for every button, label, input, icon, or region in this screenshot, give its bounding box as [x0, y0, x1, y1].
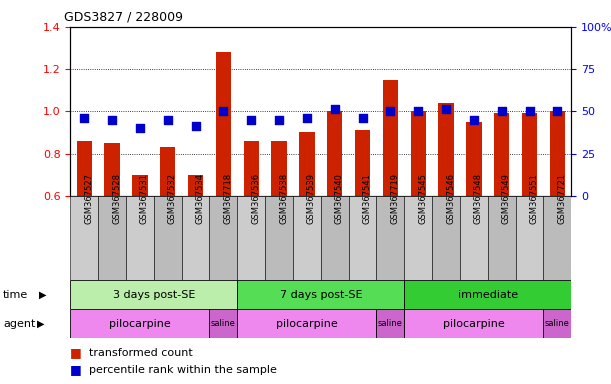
Bar: [70, 280, 237, 309]
Bar: [237, 196, 265, 280]
Point: [413, 108, 423, 114]
Text: 7 days post-SE: 7 days post-SE: [279, 290, 362, 300]
Text: GSM367545: GSM367545: [418, 173, 427, 224]
Point: [441, 106, 451, 112]
Point: [357, 115, 367, 121]
Bar: [355, 131, 370, 196]
Text: GSM367718: GSM367718: [224, 173, 232, 224]
Text: GSM367534: GSM367534: [196, 173, 205, 224]
Text: GSM367539: GSM367539: [307, 173, 316, 224]
Text: GSM367540: GSM367540: [335, 173, 344, 224]
Text: pilocarpine: pilocarpine: [443, 318, 505, 329]
Bar: [154, 196, 181, 280]
Text: GSM367536: GSM367536: [251, 173, 260, 224]
Point: [79, 115, 89, 121]
Text: GSM367532: GSM367532: [167, 173, 177, 224]
Text: GSM367528: GSM367528: [112, 173, 121, 224]
Bar: [376, 196, 404, 280]
Point: [246, 117, 256, 123]
Text: GSM367551: GSM367551: [530, 173, 538, 224]
Text: GSM367719: GSM367719: [390, 173, 400, 224]
Point: [302, 115, 312, 121]
Text: agent: agent: [3, 318, 35, 329]
Bar: [160, 147, 175, 196]
Bar: [438, 103, 454, 196]
Point: [525, 108, 535, 114]
Text: ■: ■: [70, 363, 82, 376]
Point: [219, 108, 229, 114]
Bar: [516, 196, 543, 280]
Bar: [404, 309, 543, 338]
Point: [107, 117, 117, 123]
Point: [552, 108, 562, 114]
Text: transformed count: transformed count: [89, 348, 192, 358]
Text: GSM367527: GSM367527: [84, 173, 93, 224]
Bar: [543, 196, 571, 280]
Point: [330, 106, 340, 112]
Bar: [210, 309, 237, 338]
Bar: [488, 196, 516, 280]
Text: GSM367546: GSM367546: [446, 173, 455, 224]
Bar: [404, 196, 432, 280]
Bar: [432, 196, 460, 280]
Point: [191, 123, 200, 129]
Bar: [98, 196, 126, 280]
Text: saline: saline: [211, 319, 236, 328]
Text: ■: ■: [70, 346, 82, 359]
Bar: [411, 111, 426, 196]
Bar: [104, 143, 120, 196]
Bar: [349, 196, 376, 280]
Bar: [126, 196, 154, 280]
Text: time: time: [3, 290, 28, 300]
Bar: [404, 280, 571, 309]
Bar: [271, 141, 287, 196]
Text: saline: saline: [378, 319, 403, 328]
Text: GSM367541: GSM367541: [362, 173, 371, 224]
Text: pilocarpine: pilocarpine: [276, 318, 338, 329]
Point: [135, 125, 145, 131]
Text: pilocarpine: pilocarpine: [109, 318, 170, 329]
Bar: [327, 111, 342, 196]
Bar: [321, 196, 349, 280]
Bar: [543, 309, 571, 338]
Bar: [382, 80, 398, 196]
Text: GSM367549: GSM367549: [502, 173, 511, 224]
Text: GSM367531: GSM367531: [140, 173, 149, 224]
Text: 3 days post-SE: 3 days post-SE: [112, 290, 195, 300]
Bar: [181, 196, 210, 280]
Point: [274, 117, 284, 123]
Bar: [293, 196, 321, 280]
Bar: [70, 196, 98, 280]
Bar: [494, 114, 510, 196]
Bar: [210, 196, 237, 280]
Point: [469, 117, 479, 123]
Bar: [244, 141, 259, 196]
Text: percentile rank within the sample: percentile rank within the sample: [89, 364, 276, 375]
Text: GSM367548: GSM367548: [474, 173, 483, 224]
Text: ▶: ▶: [37, 318, 44, 329]
Bar: [550, 111, 565, 196]
Text: GSM367538: GSM367538: [279, 173, 288, 224]
Bar: [237, 280, 404, 309]
Bar: [460, 196, 488, 280]
Bar: [265, 196, 293, 280]
Text: saline: saline: [545, 319, 570, 328]
Text: immediate: immediate: [458, 290, 518, 300]
Text: ▶: ▶: [38, 290, 46, 300]
Bar: [376, 309, 404, 338]
Bar: [188, 175, 203, 196]
Point: [497, 108, 507, 114]
Bar: [522, 114, 537, 196]
Bar: [466, 122, 481, 196]
Point: [386, 108, 395, 114]
Bar: [132, 175, 147, 196]
Text: GDS3827 / 228009: GDS3827 / 228009: [64, 10, 183, 23]
Text: GSM367721: GSM367721: [557, 173, 566, 224]
Bar: [70, 309, 210, 338]
Bar: [299, 132, 315, 196]
Bar: [76, 141, 92, 196]
Bar: [216, 52, 231, 196]
Bar: [237, 309, 376, 338]
Point: [163, 117, 172, 123]
